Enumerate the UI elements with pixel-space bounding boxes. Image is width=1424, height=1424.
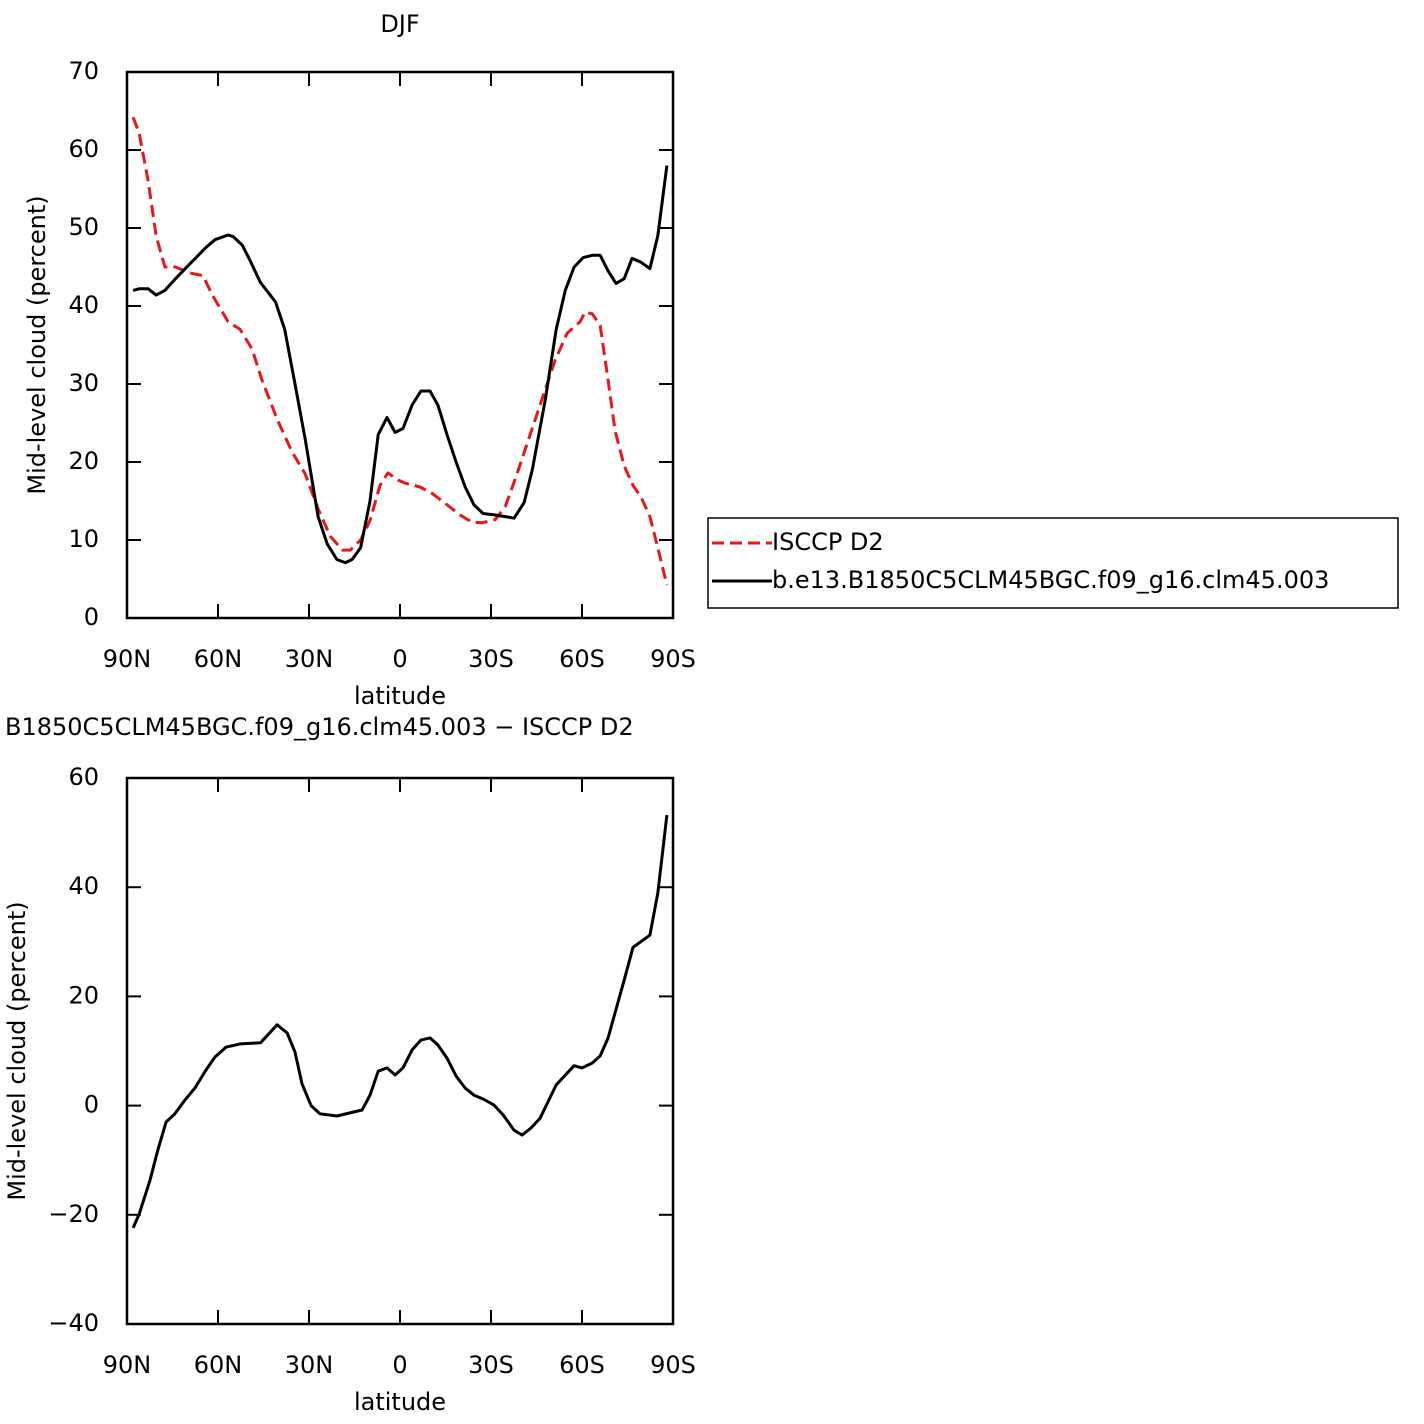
x-tick-label: 0 — [392, 645, 407, 673]
y-tick-label: −20 — [48, 1200, 99, 1228]
legend-label: ISCCP D2 — [772, 528, 884, 556]
data-line — [132, 165, 669, 565]
y-tick-label: 10 — [68, 525, 99, 553]
x-axis-label: latitude — [354, 1388, 446, 1416]
x-tick-label: 60N — [194, 1351, 243, 1379]
y-tick-label: 30 — [68, 369, 99, 397]
y-tick-label: 70 — [68, 57, 99, 85]
x-tick-label: 0 — [392, 1351, 407, 1379]
plot-frame — [125, 776, 675, 1326]
y-tick-label: 60 — [68, 135, 99, 163]
y-axis-label: Mid-level cloud (percent) — [23, 195, 51, 494]
y-tick-label: 50 — [68, 213, 99, 241]
y-tick-label: 0 — [84, 1091, 99, 1119]
chart-title: B1850C5CLM45BGC.f09_g16.clm45.003 − ISCC… — [5, 713, 634, 741]
chart-title: DJF — [380, 10, 419, 38]
x-tick-label: 60N — [194, 645, 243, 673]
legend-box — [707, 517, 1399, 609]
y-tick-label: 20 — [68, 447, 99, 475]
x-tick-label: 90N — [103, 645, 152, 673]
y-tick-label: −40 — [48, 1309, 99, 1337]
legend-label: b.e13.B1850C5CLM45BGC.f09_g16.clm45.003 — [772, 566, 1329, 594]
x-axis-label: latitude — [354, 682, 446, 710]
plot-frame — [125, 70, 675, 620]
x-tick-label: 30S — [468, 1351, 514, 1379]
x-tick-label: 60S — [559, 645, 605, 673]
y-axis-label: Mid-level cloud (percent) — [3, 901, 31, 1200]
data-line — [131, 814, 669, 1229]
x-tick-label: 30S — [468, 645, 514, 673]
y-tick-label: 40 — [68, 872, 99, 900]
x-tick-label: 90S — [650, 1351, 696, 1379]
data-line — [131, 116, 669, 586]
x-tick-label: 30N — [285, 645, 334, 673]
y-tick-label: 0 — [84, 603, 99, 631]
y-tick-label: 20 — [68, 981, 99, 1009]
x-tick-label: 60S — [559, 1351, 605, 1379]
y-tick-label: 40 — [68, 291, 99, 319]
y-tick-label: 60 — [68, 763, 99, 791]
x-tick-label: 90N — [103, 1351, 152, 1379]
x-tick-label: 30N — [285, 1351, 334, 1379]
x-tick-label: 90S — [650, 645, 696, 673]
